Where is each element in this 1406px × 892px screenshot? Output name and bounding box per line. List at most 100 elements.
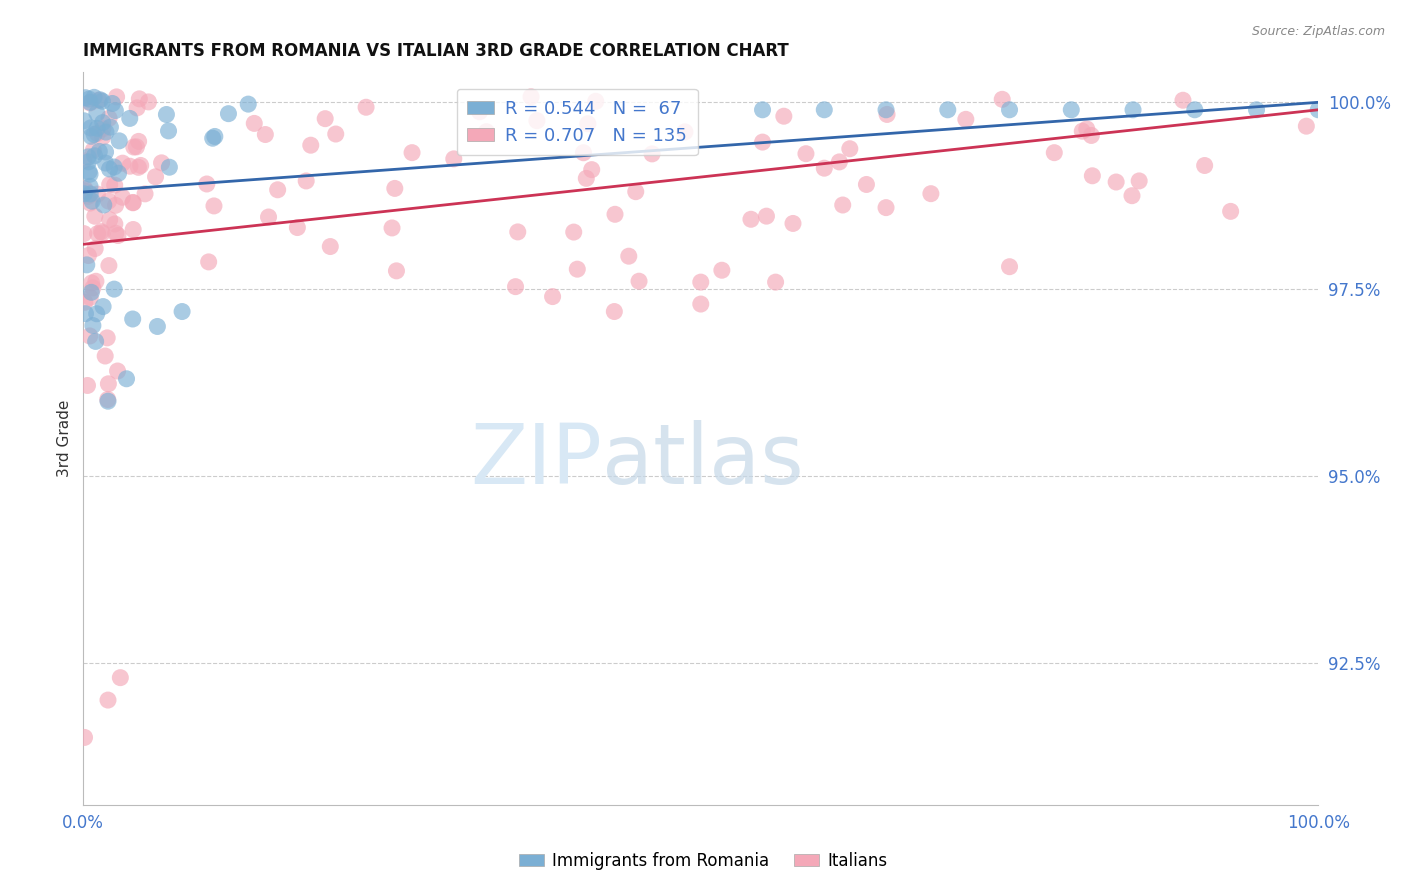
Point [1043,145,1066,160]
Point [94,349,117,363]
Point [710,263,733,277]
Point [79,186,101,201]
Point [195,177,218,191]
Point [1308,103,1330,117]
Point [740,212,762,227]
Point [129,158,152,172]
Point [1076,122,1098,136]
Point [103,160,125,174]
Point [107,166,129,180]
Point [86,106,108,120]
Point [325,127,347,141]
Point [97,693,120,707]
Point [91,130,114,145]
Point [838,142,860,156]
Point [73,227,96,241]
Point [266,183,288,197]
Point [73,295,96,310]
Point [295,174,318,188]
Point [765,275,787,289]
Point [689,275,711,289]
Point [401,145,423,160]
Text: Source: ZipAtlas.com: Source: ZipAtlas.com [1251,25,1385,38]
Point [79,95,101,110]
Point [91,226,114,240]
Point [991,92,1014,106]
Point [1219,204,1241,219]
Point [1060,103,1083,117]
Point [80,276,103,290]
Point [83,90,105,104]
Point [127,161,149,175]
Point [77,248,100,262]
Point [91,121,114,136]
Point [76,258,98,272]
Point [876,107,898,121]
Point [641,147,664,161]
Point [567,262,589,277]
Point [82,318,104,333]
Point [86,227,108,241]
Point [94,156,117,170]
Point [238,97,260,112]
Point [83,209,105,223]
Point [122,195,145,210]
Point [79,95,101,110]
Point [128,92,150,106]
Point [103,282,125,296]
Point [80,129,103,144]
Point [121,312,143,326]
Point [475,125,498,139]
Point [122,195,145,210]
Point [1121,188,1143,202]
Point [98,212,121,227]
Point [157,124,180,138]
Point [384,181,406,195]
Point [84,274,107,288]
Point [603,304,626,318]
Point [110,671,132,685]
Text: atlas: atlas [602,420,804,501]
Legend: R = 0.544   N =  67, R = 0.707   N = 135: R = 0.544 N = 67, R = 0.707 N = 135 [457,89,697,155]
Point [576,117,599,131]
Point [127,101,149,115]
Point [115,372,138,386]
Point [79,329,101,343]
Point [581,162,603,177]
Point [90,225,112,239]
Point [794,146,817,161]
Point [145,169,167,184]
Point [122,140,145,154]
Point [91,300,114,314]
Point [585,95,607,109]
Point [506,225,529,239]
Point [254,128,277,142]
Point [91,115,114,129]
Point [86,127,108,141]
Text: IMMIGRANTS FROM ROMANIA VS ITALIAN 3RD GRADE CORRELATION CHART: IMMIGRANTS FROM ROMANIA VS ITALIAN 3RD G… [83,42,789,60]
Point [1194,159,1216,173]
Point [1184,103,1206,117]
Point [197,255,219,269]
Point [813,103,835,117]
Point [118,112,141,126]
Point [104,103,127,118]
Point [75,307,97,321]
Point [202,199,225,213]
Legend: Immigrants from Romania, Italians: Immigrants from Romania, Italians [512,846,894,877]
Point [125,140,148,154]
Point [1105,175,1128,189]
Point [96,331,118,345]
Point [468,104,491,119]
Point [998,103,1021,117]
Point [73,186,96,201]
Point [108,134,131,148]
Point [80,285,103,300]
Point [87,93,110,107]
Point [1081,169,1104,183]
Point [122,222,145,236]
Point [617,249,640,263]
Point [73,153,96,168]
Point [93,198,115,212]
Point [73,731,96,745]
